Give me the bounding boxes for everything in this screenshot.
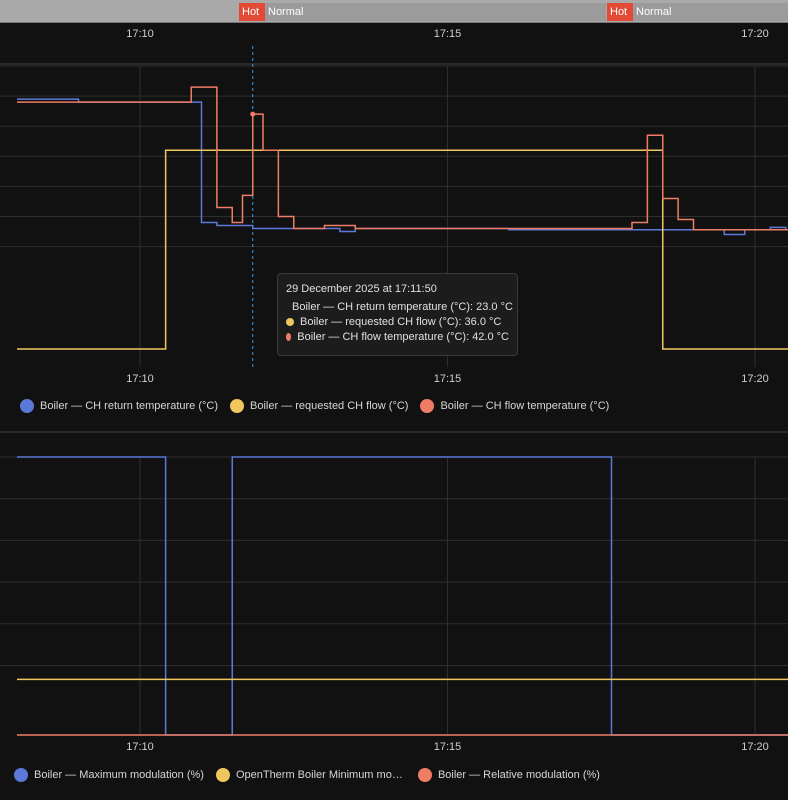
x-tick-label: 17:10: [126, 741, 154, 753]
legend-dot: [215, 768, 230, 782]
legend-label: Boiler — Relative modulation (%): [437, 769, 600, 781]
series-line-0: [17, 98, 788, 236]
chart-tooltip: 29 December 2025 at 17:11:50 Boiler — CH…: [277, 273, 518, 356]
timeline-segment-hot[interactable]: Hot: [239, 3, 265, 21]
modulation-chart[interactable]: 17:10 17:15 17:20: [0, 422, 788, 762]
tooltip-row: Boiler — requested CH flow (°C): 36.0 °C: [286, 316, 509, 328]
legend-dot: [14, 768, 28, 782]
legend-label: Boiler — CH return temperature (°C): [40, 400, 219, 412]
grid: [0, 63, 788, 367]
tooltip-dot: [286, 318, 294, 326]
x-tick-label: 17:20: [741, 741, 769, 753]
legend-item-relative-modulation[interactable]: Boiler — Relative modulation (%): [417, 768, 600, 782]
legend-label: OpenTherm Boiler Minimum modulation (%): [235, 769, 406, 781]
series-line-2: [17, 86, 788, 231]
temperature-chart[interactable]: 17:10 17:10 17:15 17:15 17:20 17:20: [0, 22, 788, 392]
legend-item-ch-flow[interactable]: Boiler — CH flow temperature (°C): [420, 399, 609, 413]
tooltip-text: Boiler — CH flow temperature (°C): 42.0 …: [297, 331, 509, 343]
legend-label: Boiler — requested CH flow (°C): [250, 400, 409, 412]
legend-item-min-modulation[interactable]: OpenTherm Boiler Minimum modulation (%): [215, 768, 406, 782]
legend-dot: [417, 768, 432, 782]
modulation-legend: Boiler — Maximum modulation (%) OpenTher…: [14, 764, 600, 786]
x-tick-label: 17:10: [126, 373, 154, 385]
legend-item-requested-flow[interactable]: Boiler — requested CH flow (°C): [230, 399, 408, 413]
hover-point: [250, 111, 256, 117]
x-tick-label: 17:15: [434, 741, 462, 753]
x-tick-label: 17:15: [434, 373, 462, 385]
grid: [0, 431, 788, 735]
x-tick-label: 17:20: [741, 373, 769, 385]
legend-item-max-modulation[interactable]: Boiler — Maximum modulation (%): [14, 768, 204, 782]
temperature-legend: Boiler — CH return temperature (°C) Boil…: [20, 395, 609, 417]
x-tick-label-top: 17:15: [434, 28, 462, 40]
tooltip-title: 29 December 2025 at 17:11:50: [286, 283, 437, 295]
tooltip-row: Boiler — CH flow temperature (°C): 42.0 …: [286, 331, 509, 343]
x-tick-label-top: 17:10: [126, 28, 154, 40]
legend-dot: [420, 399, 435, 413]
legend-label: Boiler — Maximum modulation (%): [34, 769, 204, 781]
timeline-segment-normal[interactable]: Normal: [265, 3, 606, 21]
legend-label: Boiler — CH flow temperature (°C): [440, 400, 610, 412]
x-tick-label-top: 17:20: [741, 28, 769, 40]
state-timeline: Hot Normal Hot Normal: [0, 0, 788, 23]
legend-dot: [230, 399, 245, 413]
legend-item-ch-return[interactable]: Boiler — CH return temperature (°C): [20, 399, 218, 413]
tooltip-dot: [286, 333, 292, 341]
legend-dot: [20, 399, 34, 413]
timeline-segment-normal[interactable]: Normal: [633, 3, 788, 21]
timeline-segment-hot[interactable]: Hot: [607, 3, 633, 21]
tooltip-text: Boiler — requested CH flow (°C): 36.0 °C: [300, 316, 502, 328]
tooltip-text: Boiler — CH return temperature (°C): 23.…: [292, 301, 513, 313]
tooltip-row: Boiler — CH return temperature (°C): 23.…: [286, 301, 513, 313]
